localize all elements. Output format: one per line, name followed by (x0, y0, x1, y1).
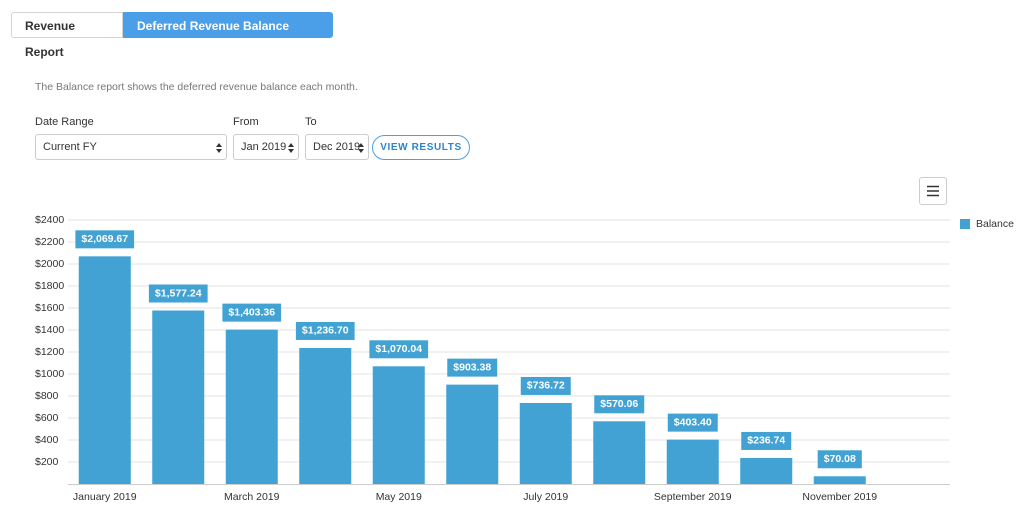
y-tick-label: $800 (35, 390, 59, 402)
value-label: $403.40 (674, 416, 712, 428)
value-label: $1,236.70 (302, 325, 349, 337)
select[interactable]: Jan 2019 (233, 134, 299, 160)
field-label: Date Range (35, 116, 94, 128)
x-tick-label: September 2019 (654, 491, 732, 503)
bar (372, 366, 425, 484)
y-tick-label: $400 (35, 434, 59, 446)
bar (813, 476, 866, 484)
tab[interactable]: Revenue Report (11, 12, 123, 59)
value-label: $236.74 (747, 435, 785, 447)
bar (299, 347, 352, 484)
bar (593, 421, 646, 484)
view-results-button[interactable]: VIEW RESULTS (372, 135, 470, 160)
value-label: $736.72 (527, 380, 565, 392)
select-arrow (216, 143, 222, 153)
field-label: From (233, 116, 259, 128)
chart-menu-button[interactable] (919, 177, 947, 205)
select[interactable]: Current FY (35, 134, 227, 160)
select-value: Dec 2019 (313, 141, 361, 153)
y-tick-label: $1000 (35, 368, 64, 380)
value-label: $570.06 (600, 398, 638, 410)
value-label-box (222, 303, 282, 322)
x-tick-label: March 2019 (224, 491, 280, 503)
x-tick-label: July 2019 (523, 491, 568, 503)
value-label: $2,069.67 (81, 233, 128, 245)
select-value: Jan 2019 (241, 141, 287, 153)
value-label: $903.38 (453, 361, 491, 373)
value-label-box (817, 450, 862, 469)
y-tick-label: $1400 (35, 324, 64, 336)
y-tick-label: $1800 (35, 280, 64, 292)
value-label-box (741, 431, 792, 450)
y-tick-label: $2400 (35, 214, 64, 226)
bar (519, 402, 572, 484)
y-tick-label: $2200 (35, 236, 64, 248)
y-tick-label: $600 (35, 412, 59, 424)
bar (666, 439, 719, 484)
bar (225, 329, 278, 484)
value-label-box (520, 376, 571, 395)
value-label-box (369, 340, 429, 359)
x-tick-label: May 2019 (376, 491, 422, 503)
description: The Balance report shows the deferred re… (35, 81, 358, 93)
x-tick-label: November 2019 (802, 491, 877, 503)
bar (152, 310, 205, 484)
value-label-box (594, 395, 645, 414)
select-arrow (288, 143, 294, 153)
value-label-box (148, 284, 208, 303)
x-tick-label: January 2019 (73, 491, 137, 503)
value-label-box (447, 358, 498, 377)
y-tick-label: $200 (35, 456, 59, 468)
menu-icon (927, 185, 939, 197)
value-label: $70.08 (824, 453, 856, 465)
value-label-box (295, 321, 355, 340)
value-label: $1,577.24 (155, 287, 202, 299)
select-value: Current FY (43, 141, 97, 153)
bar (78, 256, 131, 484)
select[interactable]: Dec 2019 (305, 134, 369, 160)
legend-swatch (960, 219, 970, 229)
bar (446, 384, 499, 484)
tab-active[interactable]: Deferred Revenue Balance Report (123, 12, 333, 59)
legend-label: Balance (976, 218, 1014, 230)
value-label: $1,070.04 (375, 343, 422, 355)
value-label: $1,403.36 (228, 306, 275, 318)
bar (740, 457, 793, 484)
value-label-box (667, 413, 718, 432)
y-tick-label: $1600 (35, 302, 64, 314)
y-tick-label: $2000 (35, 258, 64, 270)
select-arrow (358, 143, 364, 153)
field-label: To (305, 116, 317, 128)
value-label-box (75, 230, 135, 249)
y-tick-label: $1200 (35, 346, 64, 358)
